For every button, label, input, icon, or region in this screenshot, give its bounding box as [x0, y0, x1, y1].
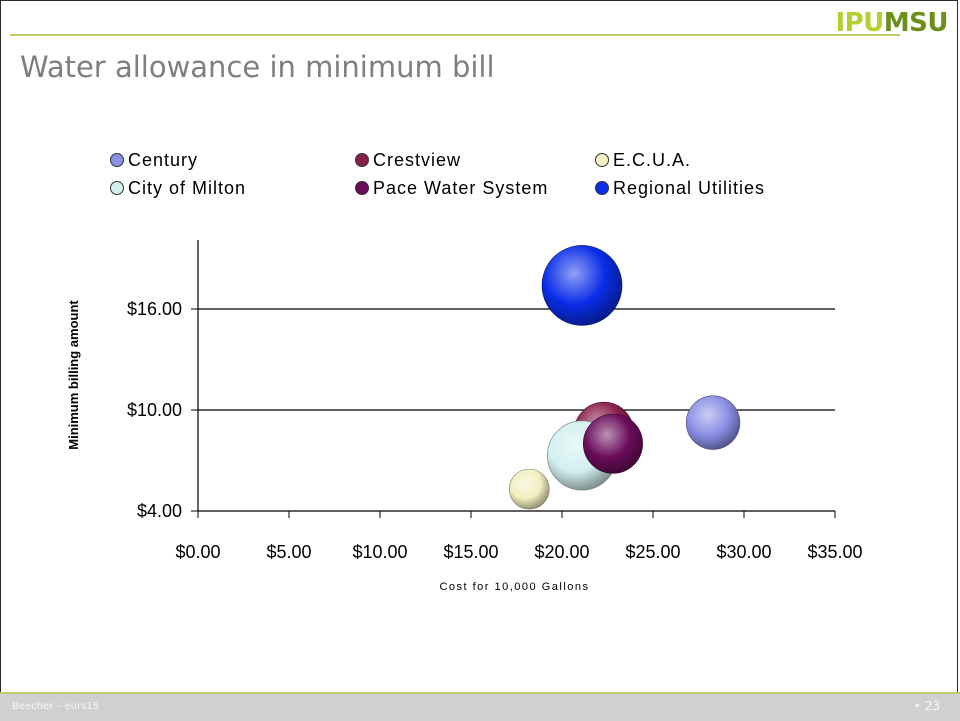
legend-item: Crestview: [355, 150, 461, 171]
slide-number: ‣ 23: [913, 699, 940, 713]
legend-swatch: [595, 181, 609, 195]
y-tick-label: $4.00: [137, 501, 182, 521]
x-tick-label: $20.00: [534, 542, 589, 562]
x-tick-label: $5.00: [266, 542, 311, 562]
legend-label: E.C.U.A.: [613, 150, 692, 170]
bubble-pace-water-system: [582, 413, 643, 474]
legend-swatch: [110, 181, 124, 195]
legend-swatch: [355, 181, 369, 195]
bubble-regional-utilities: [541, 245, 623, 326]
legend-swatch: [595, 153, 609, 167]
bubble-e-c-u-a: [508, 468, 550, 510]
legend-label: Crestview: [373, 150, 462, 170]
legend-swatch: [355, 153, 369, 167]
legend-item: E.C.U.A.: [595, 150, 691, 171]
footer-author: Beecher – eurs15: [12, 701, 100, 712]
logo-part1: IPU: [835, 8, 884, 38]
legend-label: Regional Utilities: [613, 178, 766, 198]
x-tick-label: $30.00: [716, 542, 771, 562]
footer-bar: [0, 694, 960, 721]
legend-item: Pace Water System: [355, 178, 548, 199]
legend-swatch: [110, 153, 124, 167]
legend-label: Pace Water System: [373, 178, 549, 198]
bubble-century: [685, 395, 741, 450]
footer-rule: [0, 692, 960, 694]
slide-title: Water allowance in minimum bill: [20, 50, 495, 84]
x-tick-label: $0.00: [175, 542, 220, 562]
legend-label: Century: [128, 150, 199, 170]
y-tick-label: $10.00: [127, 400, 182, 420]
legend-item: Century: [110, 150, 198, 171]
x-tick-label: $35.00: [807, 542, 862, 562]
x-tick-label: $15.00: [443, 542, 498, 562]
legend-item: Regional Utilities: [595, 178, 765, 199]
y-axis-title: Minimum billing amount: [66, 300, 81, 450]
top-rule: [10, 34, 900, 36]
y-tick-label: $16.00: [127, 299, 182, 319]
legend-item: City of Milton: [110, 178, 246, 199]
logo-part2: MSU: [883, 8, 949, 38]
ipumsu-logo: IPUMSU: [835, 8, 948, 38]
x-tick-label: $10.00: [352, 542, 407, 562]
x-axis-title: Cost for 10,000 Gallons: [439, 581, 589, 593]
x-tick-label: $25.00: [625, 542, 680, 562]
legend-label: City of Milton: [128, 178, 247, 198]
